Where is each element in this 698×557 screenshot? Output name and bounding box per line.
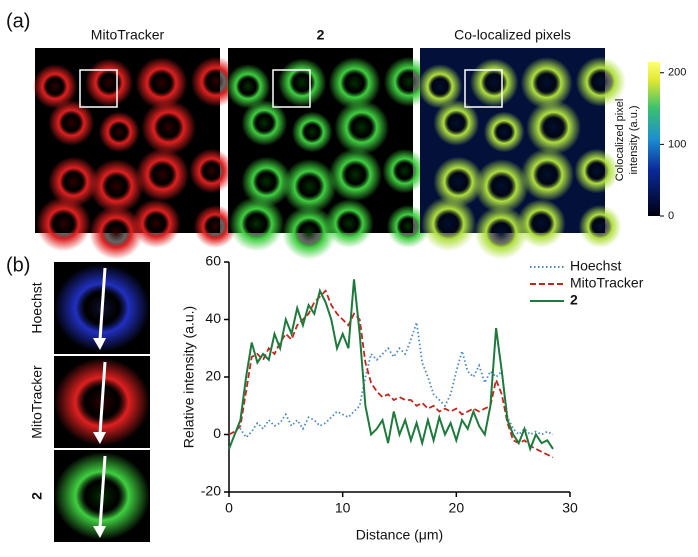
- x-tick-label: 0: [225, 500, 233, 516]
- cell: [417, 64, 463, 109]
- x-tick-label: 30: [562, 500, 578, 516]
- y-tick-label: 0: [213, 425, 221, 441]
- zoom-box: [272, 69, 311, 108]
- cell: [526, 99, 582, 155]
- y-axis-label: Relative intensity (a.u.): [181, 306, 197, 448]
- legend-label: MitoTracker: [570, 275, 644, 291]
- image-label: 2: [29, 492, 45, 500]
- cell: [229, 196, 285, 252]
- cell: [578, 204, 622, 248]
- cell: [135, 148, 190, 202]
- cell: [84, 58, 134, 107]
- cell: [520, 57, 573, 110]
- profile-arrow: [98, 267, 107, 341]
- cell: [421, 196, 477, 252]
- y-tick-label: -20: [201, 483, 221, 499]
- arrow-head: [93, 526, 106, 538]
- cell: [328, 148, 383, 202]
- cell: [291, 111, 333, 153]
- cell: [48, 156, 99, 207]
- cell: [483, 111, 525, 153]
- cell: [241, 99, 288, 146]
- zoom-box: [79, 69, 118, 108]
- panel-label: (b): [6, 254, 30, 276]
- profile-arrow: [98, 361, 107, 435]
- image-title: 2: [317, 27, 325, 43]
- y-tick-label: 20: [205, 368, 221, 384]
- colorbar-tick-label: 0: [668, 210, 674, 222]
- cell: [225, 64, 271, 109]
- image-title: MitoTracker: [91, 27, 165, 43]
- arrow-head: [93, 338, 106, 350]
- cell: [516, 198, 566, 248]
- colorbar: [648, 62, 660, 216]
- cell: [277, 58, 327, 107]
- y-tick-label: 40: [205, 310, 221, 326]
- cell: [141, 99, 197, 155]
- profile-arrow: [98, 455, 107, 529]
- image-title: Co-localized pixels: [454, 27, 571, 43]
- x-tick-label: 20: [449, 500, 465, 516]
- cell: [89, 205, 144, 260]
- cell: [382, 148, 428, 194]
- series-line: [228, 322, 554, 439]
- legend-label: 2: [570, 292, 578, 308]
- cell: [386, 204, 430, 248]
- cell: [48, 99, 95, 146]
- x-tick-label: 10: [335, 500, 351, 516]
- panel-label: (a): [6, 10, 30, 32]
- cell: [433, 99, 480, 146]
- cell: [189, 148, 235, 194]
- cell: [131, 198, 181, 248]
- cell: [433, 156, 484, 207]
- y-tick-label: 60: [205, 253, 221, 269]
- cell: [241, 156, 292, 207]
- cell: [193, 204, 237, 248]
- cell: [574, 148, 620, 194]
- cell: [575, 56, 626, 107]
- cell: [135, 57, 188, 110]
- cell: [324, 198, 374, 248]
- cell: [474, 158, 529, 214]
- series-line: [228, 279, 554, 453]
- arrow-head: [93, 432, 106, 444]
- legend-label: Hoechst: [570, 258, 621, 274]
- cell: [282, 205, 337, 260]
- cell: [334, 99, 390, 155]
- cell: [282, 158, 337, 214]
- cell: [474, 205, 529, 260]
- image-label: MitoTracker: [29, 365, 45, 439]
- colorbar-label: Colocalized pixel: [614, 99, 626, 182]
- x-axis-label: Distance (μm): [356, 527, 443, 543]
- cell: [36, 196, 92, 252]
- cell: [469, 58, 519, 107]
- colorbar-tick-label: 100: [668, 138, 686, 150]
- cell: [32, 64, 78, 109]
- cell: [520, 148, 575, 202]
- zoom-box: [464, 69, 503, 108]
- cell: [98, 111, 140, 153]
- cell: [328, 57, 381, 110]
- image-label: Hoechst: [29, 282, 45, 333]
- colorbar-tick-label: 200: [668, 67, 686, 79]
- cell: [89, 158, 144, 214]
- colorbar-label: intensity (a.u.): [628, 105, 640, 174]
